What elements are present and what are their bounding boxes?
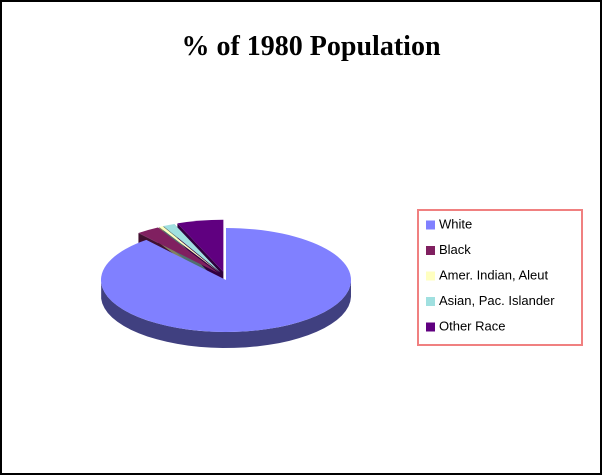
- pie-slice: [163, 223, 221, 273]
- legend-label: Black: [439, 242, 471, 257]
- legend-swatch: [426, 297, 435, 306]
- legend-label: Asian, Pac. Islander: [439, 293, 555, 308]
- legend-swatch: [426, 322, 435, 332]
- legend-label: White: [439, 216, 472, 231]
- legend-label: Other Race: [439, 318, 505, 333]
- pie-slice: [177, 219, 224, 272]
- legend-swatch: [426, 246, 435, 255]
- chart-title: % of 1980 Population: [181, 31, 440, 62]
- pie-slice: [101, 228, 352, 333]
- pie-slice: [138, 227, 219, 274]
- legend-box: [417, 209, 583, 346]
- legend-swatch: [426, 220, 435, 230]
- legend-swatch: [426, 271, 435, 281]
- legend-label: Amer. Indian, Aleut: [439, 267, 549, 282]
- pie-slice: [159, 226, 220, 273]
- pie-slice-side: [101, 280, 351, 348]
